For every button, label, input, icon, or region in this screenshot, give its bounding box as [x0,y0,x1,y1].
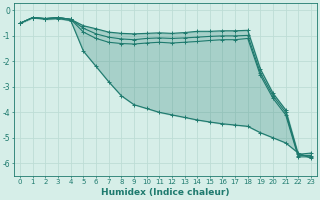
X-axis label: Humidex (Indice chaleur): Humidex (Indice chaleur) [101,188,230,197]
